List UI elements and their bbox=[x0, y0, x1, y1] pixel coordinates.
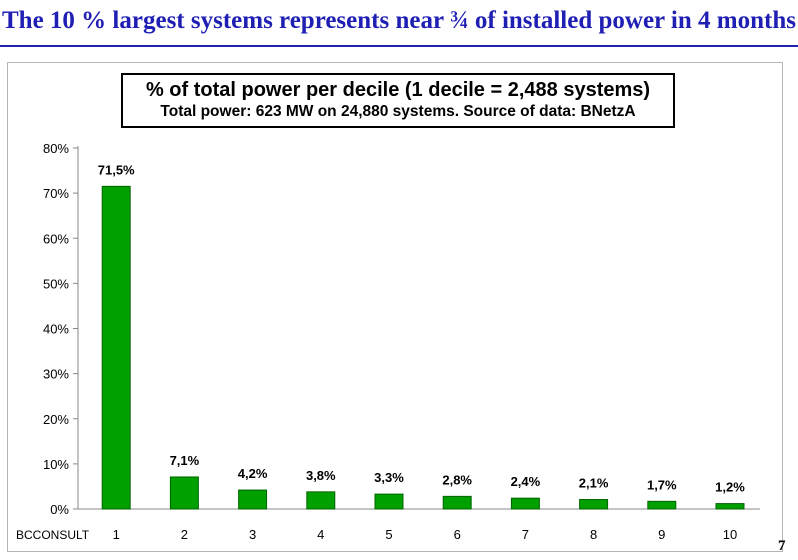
x-tick-label: 9 bbox=[658, 527, 665, 542]
x-tick-label: 7 bbox=[522, 527, 529, 542]
data-label: 1,2% bbox=[715, 480, 745, 495]
bar bbox=[101, 185, 131, 510]
bar bbox=[374, 493, 404, 510]
bar bbox=[715, 503, 745, 510]
data-label: 1,7% bbox=[647, 477, 677, 492]
y-tick-label: 60% bbox=[43, 231, 69, 246]
data-label: 2,8% bbox=[442, 472, 472, 487]
data-label: 2,1% bbox=[579, 476, 609, 491]
chart-frame bbox=[7, 62, 783, 552]
bars: 71,5% 1 7,1% 2 4,2% 3 3,8% 4 3,3% 5 2,8% 6 2,4% 7 2,1%… bbox=[98, 162, 745, 542]
bar bbox=[647, 500, 677, 510]
data-label: 3,8% bbox=[306, 468, 336, 483]
y-axis: 0% 10% 20% 30% 40% 50% 60% 70% 80% bbox=[43, 141, 78, 517]
page-number: 7 bbox=[778, 538, 786, 554]
bar bbox=[510, 497, 540, 510]
slide-title: The 10 % largest systems represents near… bbox=[2, 7, 796, 34]
data-label: 2,4% bbox=[511, 474, 541, 489]
chart-title: % of total power per decile (1 decile = … bbox=[145, 79, 651, 101]
y-tick-label: 80% bbox=[43, 141, 69, 156]
data-label: 7,1% bbox=[170, 453, 200, 468]
y-tick-label: 50% bbox=[43, 276, 69, 291]
x-tick-label: 1 bbox=[113, 527, 120, 542]
y-tick-label: 70% bbox=[43, 186, 69, 201]
y-tick-label: 20% bbox=[43, 412, 69, 427]
x-tick-label: 3 bbox=[249, 527, 256, 542]
y-tick-label: 0% bbox=[50, 502, 69, 517]
y-tick-label: 30% bbox=[43, 367, 69, 382]
bar bbox=[169, 476, 199, 510]
x-tick-label: 8 bbox=[590, 527, 597, 542]
footer-source: BCCONSULT bbox=[16, 528, 90, 542]
data-label: 3,3% bbox=[374, 470, 404, 485]
x-tick-label: 2 bbox=[181, 527, 188, 542]
bar bbox=[579, 499, 609, 510]
x-tick-label: 10 bbox=[723, 527, 737, 542]
data-label: 71,5% bbox=[98, 162, 135, 177]
chart-caption-box: % of total power per decile (1 decile = … bbox=[121, 73, 675, 128]
y-tick-label: 40% bbox=[43, 322, 69, 337]
bar bbox=[442, 495, 472, 510]
chart-subtitle: Total power: 623 MW on 24,880 systems. S… bbox=[160, 103, 636, 120]
x-tick-label: 5 bbox=[385, 527, 392, 542]
data-label: 4,2% bbox=[238, 466, 268, 481]
bar bbox=[306, 491, 336, 510]
x-tick-label: 6 bbox=[454, 527, 461, 542]
y-tick-label: 10% bbox=[43, 457, 69, 472]
x-tick-label: 4 bbox=[317, 527, 324, 542]
bar bbox=[238, 489, 268, 510]
title-underline bbox=[0, 45, 798, 47]
